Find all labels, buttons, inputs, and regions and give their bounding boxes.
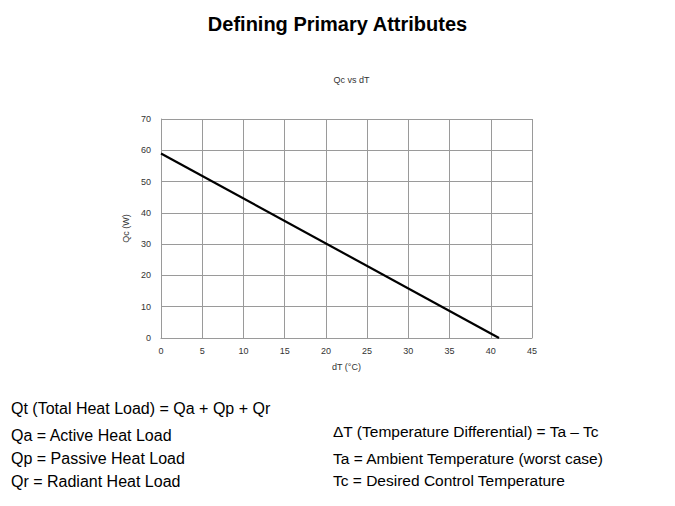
svg-text:20: 20	[141, 270, 151, 280]
svg-text:dT (°C): dT (°C)	[332, 362, 361, 372]
svg-text:40: 40	[141, 208, 151, 218]
html-text:ΔT (Temperature Differential): ΔT (Temperature Differential) = Ta – Tc	[333, 423, 599, 440]
svg-text:35: 35	[445, 346, 455, 356]
svg-text:15: 15	[280, 346, 290, 356]
svg-text:10: 10	[238, 346, 248, 356]
svg-text:30: 30	[403, 346, 413, 356]
svg-text:40: 40	[486, 346, 496, 356]
svg-text:20: 20	[321, 346, 331, 356]
svg-text:0: 0	[146, 333, 151, 343]
html-text:Ta = Ambient Temperature (wors: Ta = Ambient Temperature (worst case)	[333, 450, 603, 467]
svg-text:50: 50	[141, 177, 151, 187]
svg-text:25: 25	[362, 346, 372, 356]
svg-text:Qc vs dT: Qc vs dT	[333, 75, 370, 85]
html-text:Defining Primary Attributes: Defining Primary Attributes	[207, 13, 468, 35]
svg-text:30: 30	[141, 239, 151, 249]
svg-text:70: 70	[141, 114, 151, 124]
html-text:Qt (Total Heat Load) = Qa + Qp: Qt (Total Heat Load) = Qa + Qp + Qr	[11, 400, 271, 417]
svg-text:60: 60	[141, 145, 151, 155]
html-text:Qa = Active Heat Load: Qa = Active Heat Load	[11, 427, 172, 444]
html-text:Qp = Passive Heat Load: Qp = Passive Heat Load	[11, 450, 185, 467]
svg-text:Qc (W): Qc (W)	[121, 214, 131, 243]
svg-text:10: 10	[141, 302, 151, 312]
html-text:Tc = Desired Control Temperatu: Tc = Desired Control Temperature	[333, 472, 565, 489]
svg-text:45: 45	[527, 346, 537, 356]
svg-text:5: 5	[200, 346, 205, 356]
html-text:Qr = Radiant Heat Load: Qr = Radiant Heat Load	[11, 473, 181, 490]
svg-text:0: 0	[158, 346, 163, 356]
